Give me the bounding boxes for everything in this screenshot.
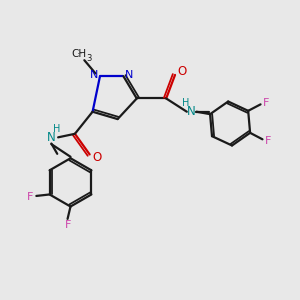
Text: N: N bbox=[125, 70, 134, 80]
Text: H: H bbox=[53, 124, 60, 134]
Text: O: O bbox=[92, 152, 102, 164]
Text: F: F bbox=[263, 98, 269, 108]
Text: H: H bbox=[182, 98, 189, 109]
Text: 3: 3 bbox=[86, 54, 92, 63]
Text: N: N bbox=[90, 70, 98, 80]
Text: O: O bbox=[177, 65, 186, 79]
Text: F: F bbox=[265, 136, 271, 146]
Text: methyl: methyl bbox=[78, 53, 83, 54]
Text: F: F bbox=[27, 192, 34, 202]
Text: N: N bbox=[47, 131, 56, 144]
Text: N: N bbox=[187, 105, 196, 118]
Text: F: F bbox=[65, 220, 71, 230]
Text: CH: CH bbox=[72, 49, 87, 59]
